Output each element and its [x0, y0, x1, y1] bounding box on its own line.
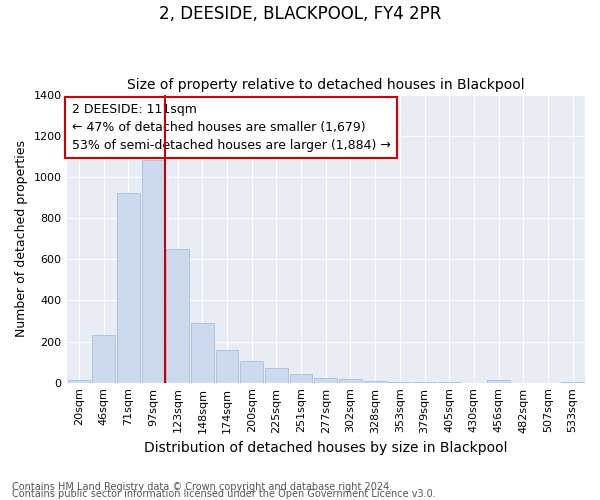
Text: 2 DEESIDE: 111sqm
← 47% of detached houses are smaller (1,679)
53% of semi-detac: 2 DEESIDE: 111sqm ← 47% of detached hous… [72, 103, 391, 152]
Y-axis label: Number of detached properties: Number of detached properties [15, 140, 28, 337]
Bar [290, 374, 313, 382]
Bar [215, 350, 238, 382]
Bar [166, 249, 189, 382]
Bar [265, 368, 288, 382]
Bar [339, 378, 362, 382]
Bar [487, 380, 510, 382]
Text: Contains HM Land Registry data © Crown copyright and database right 2024.: Contains HM Land Registry data © Crown c… [12, 482, 392, 492]
X-axis label: Distribution of detached houses by size in Blackpool: Distribution of detached houses by size … [144, 441, 508, 455]
Bar [92, 336, 115, 382]
Bar [364, 381, 386, 382]
Text: 2, DEESIDE, BLACKPOOL, FY4 2PR: 2, DEESIDE, BLACKPOOL, FY4 2PR [159, 5, 441, 23]
Bar [68, 380, 90, 382]
Bar [142, 160, 164, 382]
Bar [241, 361, 263, 382]
Text: Contains public sector information licensed under the Open Government Licence v3: Contains public sector information licen… [12, 489, 436, 499]
Title: Size of property relative to detached houses in Blackpool: Size of property relative to detached ho… [127, 78, 524, 92]
Bar [191, 323, 214, 382]
Bar [314, 378, 337, 382]
Bar [117, 194, 140, 382]
